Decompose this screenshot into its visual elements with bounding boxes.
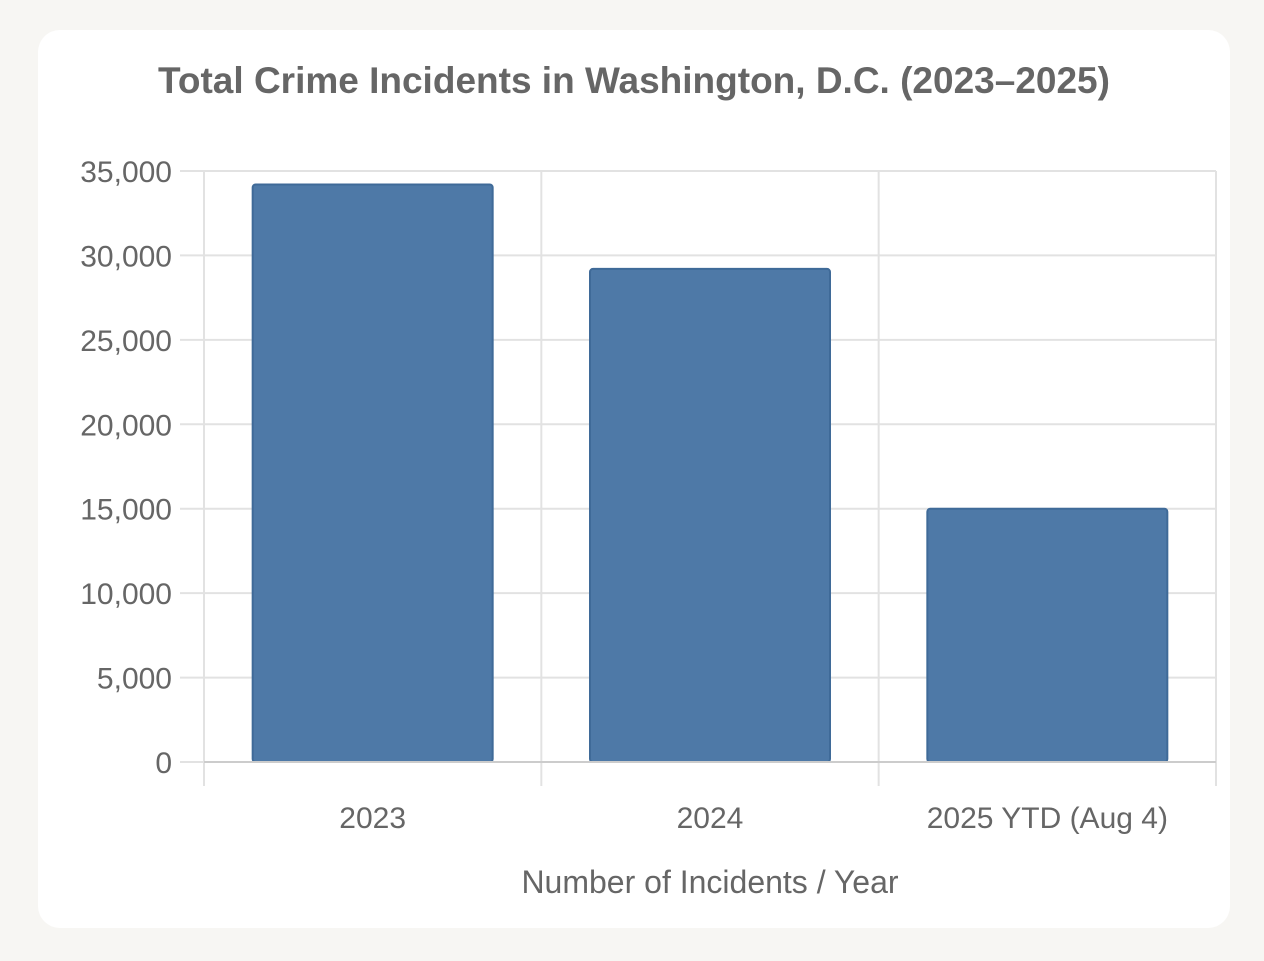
y-tick-label: 10,000 (80, 578, 172, 611)
x-axis-title: Number of Incidents / Year (521, 864, 898, 900)
tick-labels: 0 5,000 10,000 15,000 20,000 25,000 30,000 35,0… (80, 156, 1168, 835)
y-tick-label: 35,000 (80, 156, 172, 189)
bar (926, 507, 1169, 764)
bar (251, 183, 494, 764)
bar (589, 267, 831, 763)
x-tick-label: 2025 YTD (Aug 4) (927, 802, 1168, 835)
x-tick-label: 2024 (677, 802, 744, 835)
y-tick-label: 30,000 (80, 240, 172, 273)
y-tick-label: 0 (155, 747, 172, 780)
y-tick-label: 20,000 (80, 409, 172, 442)
y-tick-label: 15,000 (80, 494, 172, 527)
chart-title: Total Crime Incidents in Washington, D.C… (158, 60, 1110, 101)
x-tick-label: 2023 (339, 802, 406, 835)
bars (251, 183, 1169, 764)
y-tick-label: 5,000 (97, 663, 172, 696)
y-tick-label: 25,000 (80, 325, 172, 358)
